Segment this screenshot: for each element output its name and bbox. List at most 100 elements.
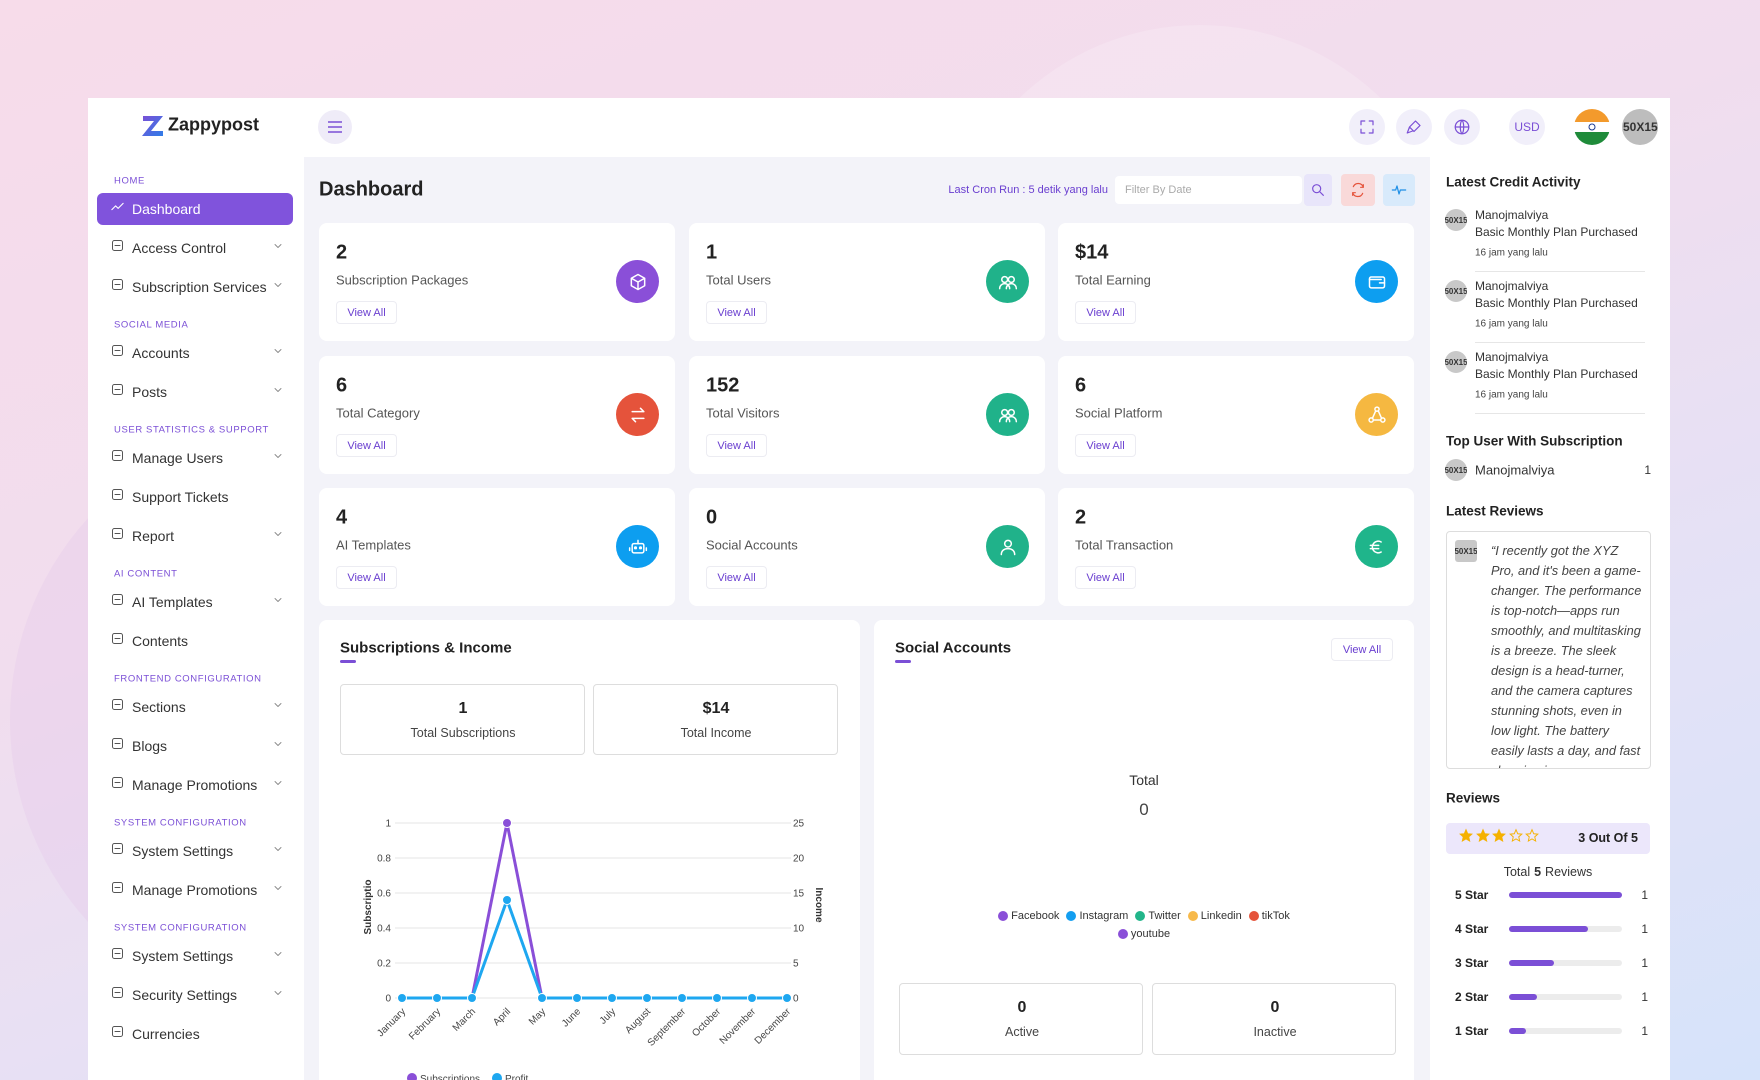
avatar-small: 50X15 xyxy=(1455,540,1477,562)
credit-text: Basic Monthly Plan Purchased xyxy=(1475,225,1638,239)
stat-card: 2 Total Transaction View All xyxy=(1058,488,1414,606)
summary-box: $14 Total Income xyxy=(593,684,838,755)
icon xyxy=(112,1026,123,1037)
stat-link[interactable]: View All xyxy=(1075,301,1136,324)
sidebar-item[interactable]: Posts xyxy=(132,384,168,400)
stat-value: $14 xyxy=(1075,241,1109,264)
sidebar-item[interactable]: Accounts xyxy=(132,345,190,361)
sidebar-item[interactable]: Subscription Services xyxy=(132,279,267,295)
summary-box: 1 Total Subscriptions xyxy=(340,684,585,755)
header-button[interactable] xyxy=(1383,174,1415,206)
divider xyxy=(1475,342,1645,343)
avatar-small: 50X15 xyxy=(1445,459,1467,481)
sidebar-chevron xyxy=(272,947,284,965)
page-title: Dashboard xyxy=(319,178,424,201)
star xyxy=(1508,828,1523,842)
sidebar-item[interactable]: Access Control xyxy=(132,240,227,256)
sidebar-item[interactable]: Manage Promotions xyxy=(132,777,258,793)
star-row-count: 1 xyxy=(1641,956,1648,970)
credit-name: Manojmalviya xyxy=(1475,279,1549,293)
stat-card: 2 Subscription Packages View All xyxy=(319,223,675,341)
icon xyxy=(274,847,282,851)
legend-dot xyxy=(1187,911,1198,921)
sidebar-item[interactable]: Contents xyxy=(132,633,189,649)
stat-card: 0 Social Accounts View All xyxy=(689,488,1045,606)
flag[interactable] xyxy=(1574,109,1610,145)
top-user-count: 1 xyxy=(1644,463,1651,477)
stat-link[interactable]: View All xyxy=(1075,434,1136,457)
stat-link[interactable]: View All xyxy=(336,434,397,457)
stat-label: Subscription Packages xyxy=(336,272,469,288)
stat-link[interactable]: View All xyxy=(706,434,767,457)
legend-item: tikTok xyxy=(1248,910,1290,922)
avatar[interactable]: 50X15 xyxy=(1622,109,1658,145)
sidebar-active[interactable] xyxy=(97,193,293,225)
sidebar-icon xyxy=(110,277,125,297)
sidebar-icon xyxy=(110,343,125,363)
legend-label: Linkedin xyxy=(1200,910,1242,922)
star-row-count: 1 xyxy=(1641,990,1648,1004)
legend-label: Twitter xyxy=(1148,910,1181,922)
sidebar-item[interactable]: Dashboard xyxy=(132,201,201,217)
header-button[interactable] xyxy=(1304,174,1332,206)
sidebar-section: AI CONTENT xyxy=(114,568,178,580)
date-filter[interactable]: Filter By Date xyxy=(1115,176,1302,204)
icon xyxy=(628,539,647,554)
sidebar-item[interactable]: Manage Promotions xyxy=(132,882,258,898)
icon xyxy=(1454,119,1470,135)
star-row-track xyxy=(1509,994,1622,1000)
stat-label: Total Visitors xyxy=(706,405,780,421)
topbar-button[interactable] xyxy=(1396,109,1432,145)
icon xyxy=(112,987,123,998)
icon xyxy=(274,388,282,392)
title-underline xyxy=(895,660,911,663)
stat-link[interactable]: View All xyxy=(1075,566,1136,589)
stat-link[interactable]: View All xyxy=(336,301,397,324)
credit-text: Basic Monthly Plan Purchased xyxy=(1475,296,1638,310)
summary-value: 0 xyxy=(1270,999,1280,1016)
credit-time: 16 jam yang lalu xyxy=(1475,318,1548,330)
header-button[interactable] xyxy=(1341,174,1375,206)
icon xyxy=(112,240,123,251)
stat-link[interactable]: View All xyxy=(706,566,767,589)
sidebar-chevron xyxy=(272,881,284,899)
legend-dot xyxy=(1248,911,1259,921)
sidebar-icon xyxy=(110,238,125,258)
rating-star xyxy=(1475,828,1490,848)
sidebar-item[interactable]: System Settings xyxy=(132,843,234,859)
icon xyxy=(112,489,123,500)
panel-link[interactable]: View All xyxy=(1331,638,1393,661)
stat-card: 152 Total Visitors View All xyxy=(689,356,1045,474)
review-text: “I recently got the XYZ Pro, and it's be… xyxy=(1491,543,1642,768)
sidebar-item[interactable]: Report xyxy=(132,528,175,544)
sidebar-item[interactable]: Sections xyxy=(132,699,186,715)
sidebar-item[interactable]: Blogs xyxy=(132,738,168,754)
rating-star xyxy=(1492,828,1506,848)
sidebar-item[interactable]: Support Tickets xyxy=(132,489,229,505)
icon xyxy=(1369,539,1382,554)
hamburger[interactable] xyxy=(318,110,352,144)
legend-label: youtube xyxy=(1130,928,1171,940)
sidebar-chevron xyxy=(272,278,284,296)
sidebar-item[interactable]: Currencies xyxy=(132,1026,200,1042)
sidebar-item[interactable]: System Settings xyxy=(132,948,234,964)
topbar-button[interactable] xyxy=(1349,109,1385,145)
icon xyxy=(112,948,123,959)
topbar-button[interactable] xyxy=(1444,109,1480,145)
sidebar-section: USER STATISTICS & SUPPORT xyxy=(114,424,269,436)
sidebar-item[interactable]: Security Settings xyxy=(132,987,238,1003)
divider xyxy=(1475,413,1645,414)
legend-dot xyxy=(1117,929,1128,939)
star-row-track xyxy=(1509,960,1622,966)
stat-link[interactable]: View All xyxy=(336,566,397,589)
credit-text: Basic Monthly Plan Purchased xyxy=(1475,367,1638,381)
currency-button[interactable]: USD xyxy=(1509,109,1545,145)
sidebar-item[interactable]: Manage Users xyxy=(132,450,224,466)
sidebar-item[interactable]: AI Templates xyxy=(132,594,213,610)
stat-link[interactable]: View All xyxy=(706,301,767,324)
stat-value: 4 xyxy=(336,506,348,529)
sidebar-icon xyxy=(110,526,125,546)
star-row-track xyxy=(1509,1028,1622,1034)
avatar-small: 50X15 xyxy=(1445,280,1467,302)
